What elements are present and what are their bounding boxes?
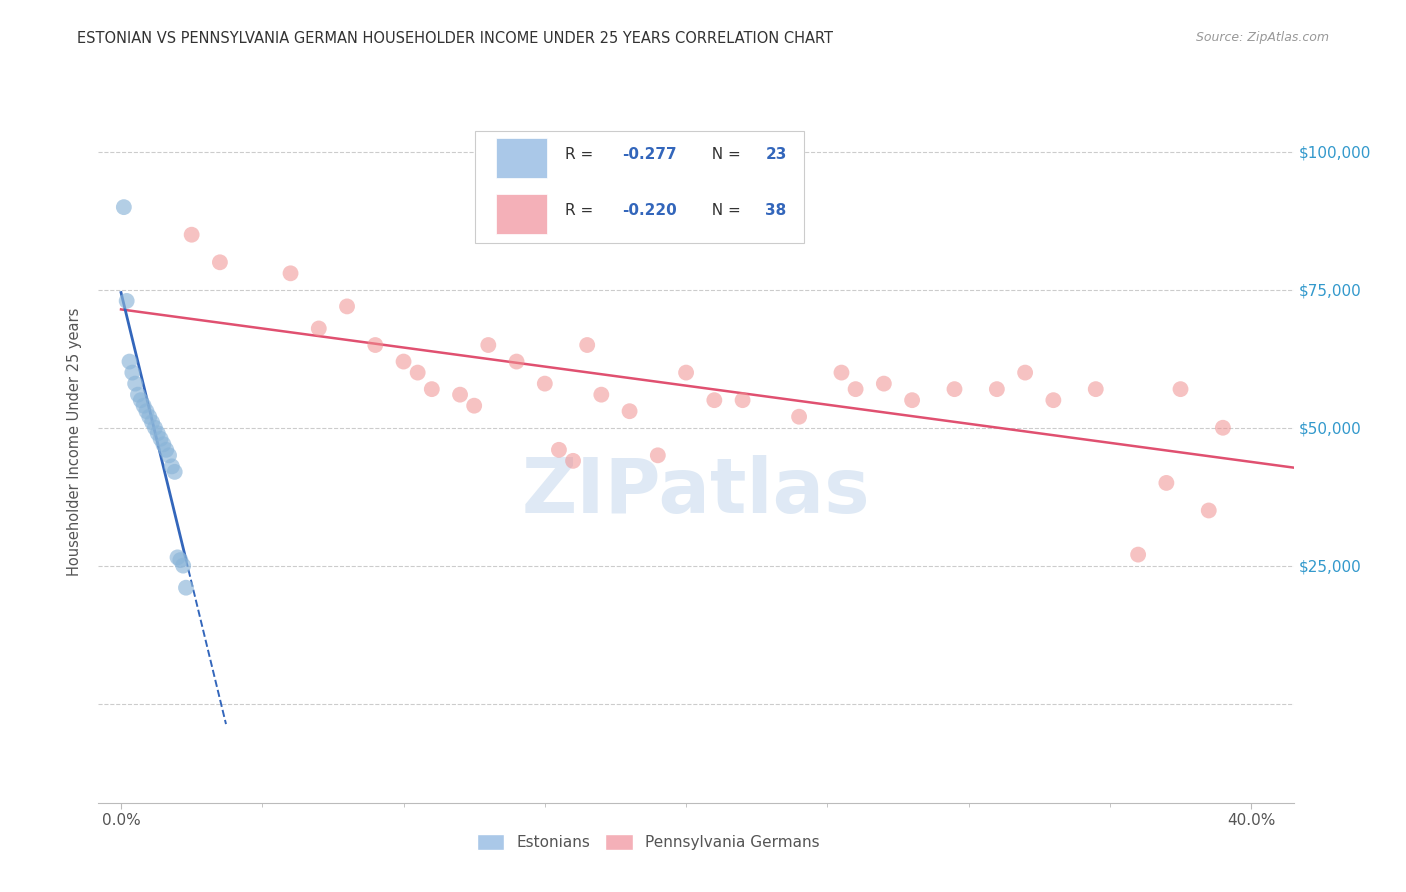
Point — [901, 393, 924, 408]
Point — [548, 442, 571, 457]
Point — [127, 387, 149, 401]
Text: R =: R = — [565, 147, 598, 162]
Legend: Estonians, Pennsylvania Germans: Estonians, Pennsylvania Germans — [471, 829, 825, 856]
Point — [873, 376, 896, 391]
Point — [392, 354, 415, 368]
Point — [1084, 382, 1107, 396]
Point — [166, 550, 188, 565]
Point — [141, 415, 163, 429]
Point — [118, 354, 141, 368]
Text: -0.277: -0.277 — [621, 147, 676, 162]
FancyBboxPatch shape — [496, 138, 547, 178]
Point — [1212, 421, 1234, 435]
Point — [180, 227, 202, 242]
Point — [157, 448, 180, 462]
Point — [562, 454, 585, 468]
Text: Source: ZipAtlas.com: Source: ZipAtlas.com — [1195, 31, 1329, 45]
Point — [675, 366, 697, 380]
Point — [308, 321, 330, 335]
Point — [591, 387, 613, 401]
Point — [364, 338, 387, 352]
Text: 38: 38 — [765, 203, 786, 219]
Point — [115, 293, 138, 308]
Point — [420, 382, 443, 396]
Point — [477, 338, 499, 352]
Point — [1126, 548, 1149, 562]
Point — [174, 581, 197, 595]
Point — [163, 465, 186, 479]
Point — [619, 404, 641, 418]
Point — [169, 553, 191, 567]
Point — [830, 366, 852, 380]
Text: R =: R = — [565, 203, 598, 219]
Point — [1170, 382, 1192, 396]
Point — [449, 387, 471, 401]
Point — [1042, 393, 1064, 408]
Point — [112, 200, 135, 214]
Point — [703, 393, 725, 408]
Text: N =: N = — [702, 203, 745, 219]
Point — [124, 376, 146, 391]
Point — [986, 382, 1008, 396]
Point — [152, 437, 174, 451]
Point — [129, 393, 152, 408]
Point — [406, 366, 429, 380]
Text: -0.220: -0.220 — [621, 203, 676, 219]
Point — [121, 366, 143, 380]
Text: N =: N = — [702, 147, 745, 162]
Point — [787, 409, 810, 424]
FancyBboxPatch shape — [496, 194, 547, 234]
Text: ZIPatlas: ZIPatlas — [522, 455, 870, 529]
Point — [160, 459, 183, 474]
Point — [135, 404, 157, 418]
Point — [943, 382, 966, 396]
Point — [149, 432, 172, 446]
Point — [533, 376, 555, 391]
Point — [132, 399, 155, 413]
Point — [845, 382, 868, 396]
Point — [146, 426, 169, 441]
Point — [155, 442, 177, 457]
Point — [576, 338, 599, 352]
Point — [138, 409, 160, 424]
Point — [1014, 366, 1036, 380]
Point — [208, 255, 231, 269]
FancyBboxPatch shape — [475, 131, 804, 243]
Point — [172, 558, 194, 573]
Point — [505, 354, 527, 368]
Point — [143, 421, 166, 435]
Point — [1156, 475, 1178, 490]
Point — [336, 300, 359, 314]
Point — [280, 266, 302, 280]
Y-axis label: Householder Income Under 25 years: Householder Income Under 25 years — [67, 308, 83, 575]
Point — [1198, 503, 1220, 517]
Point — [463, 399, 485, 413]
Text: ESTONIAN VS PENNSYLVANIA GERMAN HOUSEHOLDER INCOME UNDER 25 YEARS CORRELATION CH: ESTONIAN VS PENNSYLVANIA GERMAN HOUSEHOL… — [77, 31, 834, 46]
Text: 23: 23 — [765, 147, 787, 162]
Point — [731, 393, 754, 408]
Point — [647, 448, 669, 462]
